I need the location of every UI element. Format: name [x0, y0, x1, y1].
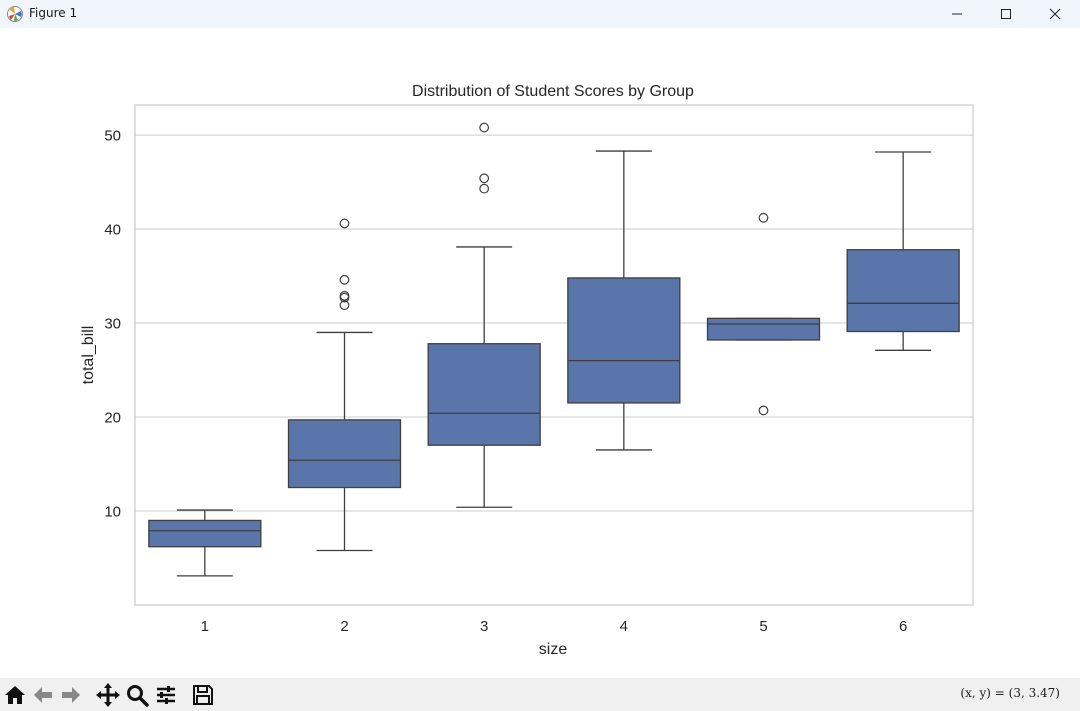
y-tick-label: 10 — [104, 504, 121, 521]
x-tick-labels: 1 2 3 4 5 6 — [201, 618, 908, 635]
x-tick-label: 5 — [759, 618, 767, 635]
outlier-point — [479, 183, 490, 194]
outlier-point — [339, 300, 350, 311]
configure-subplots-icon — [157, 686, 175, 704]
box-iqr — [567, 277, 681, 404]
home-button[interactable] — [2, 682, 28, 708]
y-tick-label: 50 — [104, 128, 121, 145]
outlier-point — [758, 405, 769, 416]
maximize-button[interactable] — [983, 0, 1029, 28]
outlier-point — [479, 122, 490, 133]
x-tick-label: 6 — [899, 618, 907, 635]
back-button[interactable] — [30, 682, 56, 708]
outlier-point — [758, 212, 769, 223]
minimize-button[interactable] — [934, 0, 980, 28]
maximize-icon — [1001, 9, 1011, 19]
y-tick-label: 30 — [104, 316, 121, 333]
title-bar: Figure 1 — [0, 0, 1080, 28]
box-iqr — [706, 317, 821, 341]
save-icon — [193, 685, 213, 705]
box-group-1 — [148, 509, 262, 577]
navigation-toolbar: (x, y) = (3, 3.47) — [0, 678, 1080, 711]
y-tick-label: 40 — [104, 222, 121, 239]
chart-title: Distribution of Student Scores by Group — [412, 83, 694, 100]
configure-subplots-button[interactable] — [153, 682, 179, 708]
forward-button[interactable] — [58, 682, 84, 708]
outlier-point — [339, 274, 350, 285]
cursor-coordinates: (x, y) = (3, 3.47) — [960, 686, 1060, 700]
pan-icon — [96, 683, 120, 707]
box-iqr — [846, 249, 960, 333]
close-button[interactable] — [1032, 0, 1078, 28]
box-group-6 — [846, 151, 960, 351]
box-group-4 — [567, 150, 681, 451]
box-iqr — [427, 343, 541, 446]
zoom-icon — [127, 685, 149, 707]
back-icon — [34, 687, 52, 703]
box-iqr — [148, 519, 262, 548]
y-tick-labels: 10 20 30 40 50 — [104, 128, 121, 521]
box-group-5 — [706, 212, 821, 416]
outlier-point — [339, 290, 350, 301]
figure-canvas[interactable]: Distribution of Student Scores by Group … — [0, 28, 1080, 676]
box-group-2 — [287, 218, 402, 552]
x-tick-label: 4 — [620, 618, 628, 635]
home-icon — [5, 686, 25, 704]
boxes-layer — [148, 122, 960, 577]
zoom-button[interactable] — [124, 682, 150, 708]
x-axis-label: size — [539, 641, 568, 658]
pan-button[interactable] — [95, 682, 121, 708]
outlier-point — [339, 218, 350, 229]
box-plot-chart: Distribution of Student Scores by Group … — [80, 83, 974, 658]
save-button[interactable] — [190, 682, 216, 708]
y-tick-label: 20 — [104, 410, 121, 427]
box-group-3 — [427, 122, 541, 508]
x-tick-label: 3 — [480, 618, 488, 635]
x-tick-label: 2 — [340, 618, 348, 635]
minimize-icon — [952, 13, 962, 15]
x-tick-label: 1 — [201, 618, 209, 635]
forward-icon — [62, 687, 80, 703]
axes-frame — [134, 104, 974, 606]
window-title: Figure 1 — [29, 6, 78, 20]
close-icon — [1049, 8, 1061, 20]
grid-lines — [135, 134, 973, 512]
outlier-point — [479, 173, 490, 184]
matplotlib-icon — [6, 5, 24, 23]
y-axis-label: total_bill — [80, 326, 97, 385]
box-iqr — [287, 419, 402, 489]
